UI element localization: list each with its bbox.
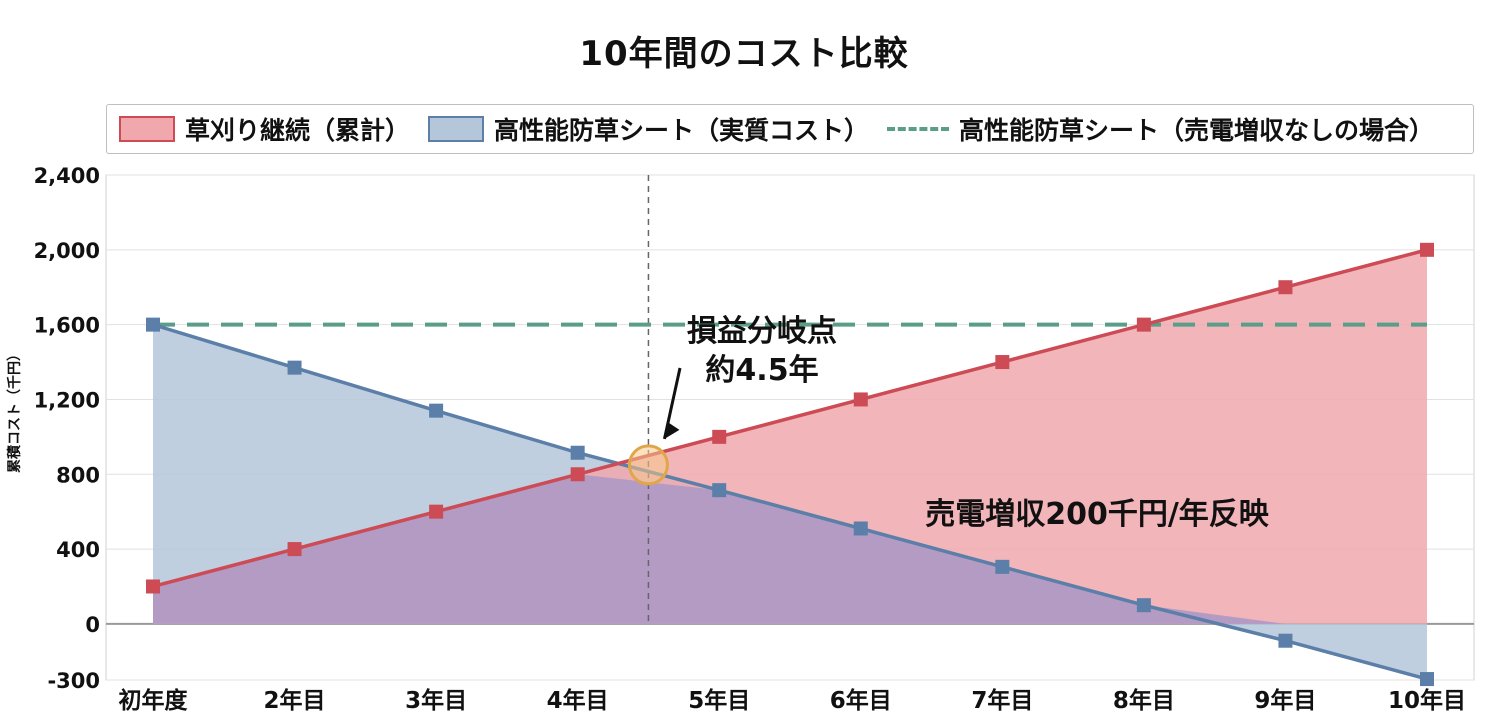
legend-swatch-mowing (119, 116, 175, 142)
marker-mowing (570, 467, 585, 482)
marker-sheet (146, 317, 160, 332)
breakeven-label: 損益分岐点 (687, 314, 837, 349)
line-sheet (152, 322, 1428, 681)
marker-mowing (1420, 242, 1434, 257)
legend-swatch-sheet (428, 116, 485, 142)
y-tick-label: 400 (56, 538, 100, 562)
marker-mowing (146, 579, 160, 594)
marker-sheet (1278, 633, 1293, 648)
y-tick-label: 1,200 (34, 388, 100, 412)
marker-sheet (570, 445, 585, 460)
breakeven-arrowhead (664, 421, 680, 439)
x-tick-label: 7年目 (971, 687, 1033, 714)
x-tick-label: 9年目 (1254, 687, 1316, 714)
x-tick-label: 8年目 (1113, 687, 1175, 714)
marker-sheet (995, 559, 1010, 574)
line-mowing (152, 248, 1428, 589)
y-tick-label: 2,400 (34, 164, 100, 188)
marker-mowing (853, 392, 868, 407)
marker-sheet (429, 403, 444, 418)
x-tick-label: 初年度 (119, 687, 189, 714)
marker-sheet (853, 521, 868, 536)
x-tick-label: 6年目 (830, 687, 892, 714)
y-tick-label: 0 (85, 613, 100, 637)
marker-mowing (287, 542, 302, 557)
x-tick-label: 10年目 (1388, 687, 1466, 714)
x-tick-label: 3年目 (405, 687, 467, 714)
x-tick-label: 4年目 (547, 687, 609, 714)
legend: 草刈り継続（累計） 高性能防草シート（実質コスト） 高性能防草シート（売電増収な… (106, 104, 1474, 154)
area-overlap (153, 474, 1427, 624)
legend-label-sheet: 高性能防草シート（実質コスト） (494, 116, 870, 145)
x-tick-label: 5年目 (688, 687, 750, 714)
marker-mowing (712, 429, 727, 444)
annotation-revenue: 売電増収200千円/年反映 (925, 497, 1269, 532)
legend-label-sheet-no-revenue: 高性能防草シート（売電増収なしの場合） (959, 116, 1435, 145)
legend-item-sheet: 高性能防草シート（実質コスト） (428, 111, 869, 147)
breakeven-value: 約4.5年 (705, 353, 818, 388)
chart-title: 10年間のコスト比較 (579, 34, 909, 74)
marker-sheet (1420, 672, 1434, 687)
marker-mowing (1278, 280, 1293, 295)
marker-sheet (287, 360, 302, 375)
y-tick-label: 1,600 (34, 314, 100, 338)
marker-sheet (1136, 598, 1151, 613)
marker-mowing (995, 355, 1010, 370)
legend-item-mowing: 草刈り継続（累計） (119, 111, 410, 147)
y-tick-label: 800 (56, 463, 100, 487)
y-tick-label: -300 (47, 669, 100, 693)
y-tick-label: 2,000 (34, 239, 100, 263)
marker-mowing (1136, 317, 1151, 332)
marker-sheet (712, 483, 727, 498)
legend-item-sheet-no-revenue: 高性能防草シート（売電増収なしの場合） (887, 111, 1434, 147)
legend-label-mowing: 草刈り継続（累計） (185, 116, 411, 145)
x-tick-label: 2年目 (264, 687, 326, 714)
breakeven-marker (627, 444, 669, 486)
legend-swatch-sheet-no-revenue (887, 127, 950, 131)
marker-mowing (429, 504, 444, 519)
